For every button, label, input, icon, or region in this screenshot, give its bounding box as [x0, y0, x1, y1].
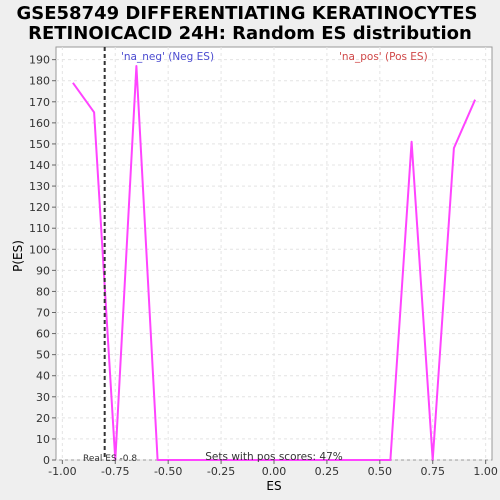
pos-scores-note: Sets with pos scores: 47%	[205, 451, 342, 463]
chart-title-line-1: GSE58749 DIFFERENTIATING KERATINOCYTES	[16, 3, 477, 24]
y-tick-label: 80	[36, 285, 50, 298]
y-tick-label: 60	[36, 328, 50, 341]
x-tick-label: -0.50	[154, 465, 182, 478]
y-tick-label: 120	[29, 201, 50, 214]
y-tick-label: 180	[29, 75, 50, 88]
y-tick-label: 170	[29, 96, 50, 109]
x-tick-label: 1.00	[473, 465, 498, 478]
y-tick-label: 190	[29, 54, 50, 67]
y-tick-label: 110	[29, 222, 50, 235]
y-tick-label: 140	[29, 159, 50, 172]
y-tick-label: 150	[29, 138, 50, 151]
x-axis-ticks: -1.00 -0.75 -0.50 -0.25 0.00 0.25 0.50 0.75 1.00	[48, 460, 498, 478]
x-axis-label: ES	[266, 479, 281, 493]
x-tick-label: 0.00	[262, 465, 287, 478]
chart-title-line-2: RETINOICACID 24H: Random ES distribution	[28, 23, 472, 44]
pos-es-label: 'na_pos' (Pos ES)	[339, 51, 428, 63]
y-tick-label: 20	[36, 412, 50, 425]
real-es-label: Real ES -0.8	[83, 454, 137, 464]
x-tick-label: 0.25	[315, 465, 340, 478]
y-tick-label: 40	[36, 370, 50, 383]
y-tick-label: 30	[36, 391, 50, 404]
x-tick-label: -1.00	[48, 465, 76, 478]
y-tick-label: 50	[36, 349, 50, 362]
y-axis-ticks: 0 10 20 30 40 50 60 70 80 90 100 110 120 130 140 150 160…	[29, 54, 56, 467]
x-tick-label: -0.25	[207, 465, 235, 478]
y-tick-label: 70	[36, 307, 50, 320]
y-tick-label: 130	[29, 180, 50, 193]
y-axis-label: P(ES)	[11, 240, 25, 272]
x-tick-label: 0.75	[420, 465, 445, 478]
y-tick-label: 0	[43, 454, 50, 467]
y-tick-label: 90	[36, 264, 50, 277]
y-tick-label: 160	[29, 117, 50, 130]
x-tick-label: -0.75	[101, 465, 129, 478]
y-tick-label: 10	[36, 433, 50, 446]
x-tick-label: 0.50	[368, 465, 393, 478]
neg-es-label: 'na_neg' (Neg ES)	[121, 51, 214, 63]
y-tick-label: 100	[29, 243, 50, 256]
